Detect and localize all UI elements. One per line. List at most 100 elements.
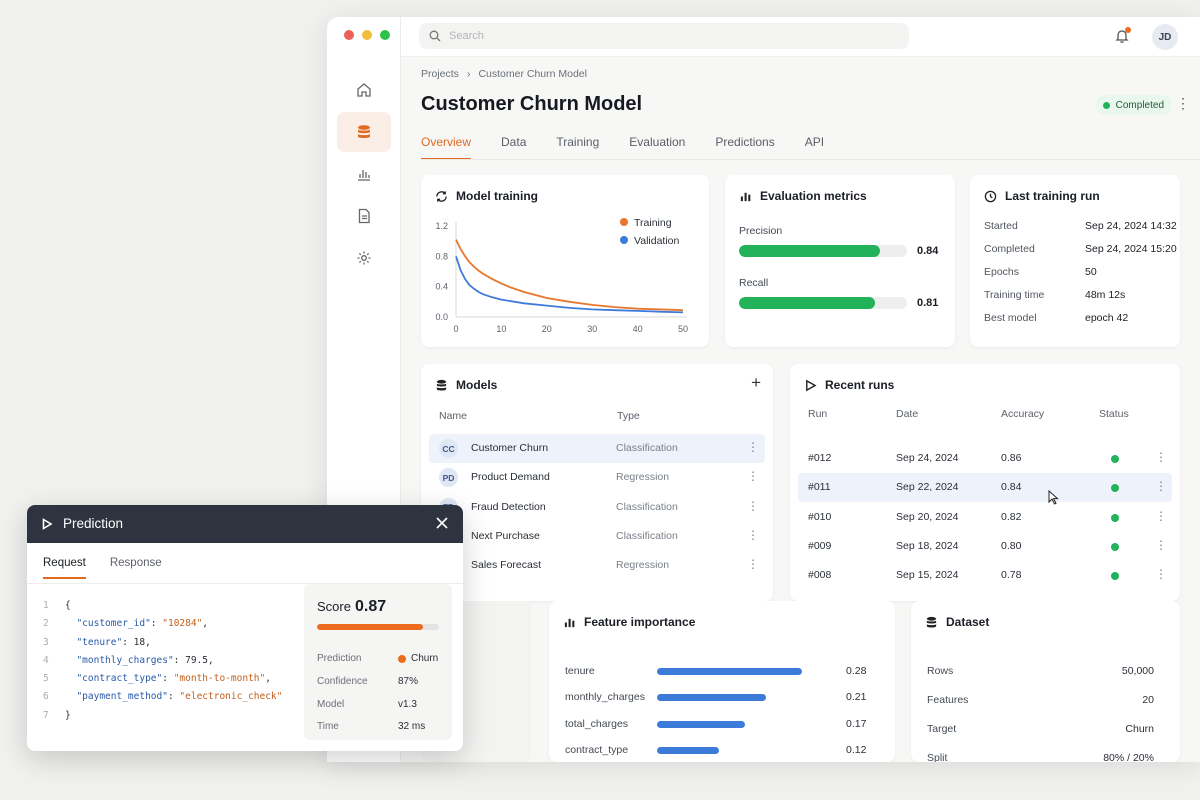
more-options-icon[interactable]: ⋮ xyxy=(747,440,759,454)
more-options-icon[interactable]: ⋮ xyxy=(1155,567,1167,582)
dataset-rows-row: Rows 50,000 xyxy=(927,665,1154,677)
bar-chart-icon xyxy=(564,618,575,627)
x-tick-label: 50 xyxy=(678,324,688,334)
x-tick-label: 30 xyxy=(587,324,597,334)
run-accuracy: 0.80 xyxy=(1001,539,1022,552)
recall-bar-fill xyxy=(739,297,876,309)
tab-predictions[interactable]: Predictions xyxy=(715,135,775,149)
close-icon[interactable] xyxy=(435,516,449,530)
tab-response[interactable]: Response xyxy=(109,557,162,569)
tab-training[interactable]: Training xyxy=(556,135,600,149)
y-tick-label: 1.2 xyxy=(435,221,448,231)
table-row[interactable]: #011 Sep 22, 2024 0.84 ⋮ xyxy=(798,473,1172,503)
y-tick-label: 0.4 xyxy=(435,282,448,292)
avatar[interactable]: JD xyxy=(1152,24,1178,50)
model-avatar: CC xyxy=(439,439,458,458)
database-icon xyxy=(926,616,937,627)
minimize-window-button[interactable] xyxy=(362,30,372,40)
search-placeholder: Search xyxy=(449,30,484,42)
table-row[interactable]: #010 Sep 20, 2024 0.82 ⋮ xyxy=(798,503,1172,532)
close-window-button[interactable] xyxy=(344,30,354,40)
more-options-icon[interactable]: ⋮ xyxy=(747,557,759,572)
series-line-validation xyxy=(455,256,684,314)
more-options-icon[interactable]: ⋮ xyxy=(1155,537,1167,552)
last-training-run-card: Last training run Started Sep 24, 2024 14… xyxy=(970,175,1180,347)
score-bar xyxy=(317,624,439,630)
run-id: #011 xyxy=(808,481,831,494)
code-line: 7} xyxy=(43,707,282,725)
request-code-block[interactable]: 1{2 "customer_id": "10284", 3 "tenure": 1… xyxy=(43,597,282,725)
run-id: #008 xyxy=(808,569,832,582)
more-options-icon[interactable]: ⋮ xyxy=(1176,95,1190,111)
model-version-row: Model v1.3 xyxy=(317,699,417,710)
bell-icon[interactable] xyxy=(1114,28,1130,44)
legend-swatch xyxy=(620,218,628,226)
last-training-run-title: Last training run xyxy=(984,189,1100,203)
sidebar-item-settings[interactable] xyxy=(337,238,391,278)
breadcrumb-projects[interactable]: Projects xyxy=(421,68,459,80)
line-number: 7 xyxy=(43,709,49,721)
tab-request[interactable]: Request xyxy=(43,557,86,579)
tab-data[interactable]: Data xyxy=(501,135,527,149)
table-row[interactable]: #012 Sep 24, 2024 0.86 ⋮ xyxy=(798,444,1172,473)
sidebar-item-models[interactable] xyxy=(337,112,391,152)
feature-importance-title: Feature importance xyxy=(563,615,695,629)
sidebar-item-home[interactable] xyxy=(337,70,391,110)
model-avatar: PD xyxy=(439,468,458,488)
search-input[interactable]: Search xyxy=(419,23,909,49)
table-row[interactable]: #008 Sep 15, 2024 0.78 ⋮ xyxy=(798,561,1172,590)
sidebar-item-documents[interactable] xyxy=(337,196,391,236)
feature-label: monthly_charges xyxy=(565,691,645,704)
more-options-icon[interactable]: ⋮ xyxy=(1155,508,1167,523)
completed-row: Completed Sep 24, 2024 15:20 xyxy=(984,243,1177,255)
epochs-row: Epochs 50 xyxy=(984,266,1097,278)
status-dot xyxy=(1102,101,1110,109)
recent-runs-title: Recent runs xyxy=(804,378,894,392)
recall-label: Recall xyxy=(739,277,769,289)
breadcrumb: Projects › Customer Churn Model xyxy=(421,68,587,80)
tab-overview[interactable]: Overview xyxy=(421,135,472,160)
models-col-type: Type xyxy=(617,410,640,422)
more-options-icon[interactable]: ⋮ xyxy=(1155,479,1167,494)
status-dot xyxy=(1111,572,1119,581)
dataset-features-row: Features 20 xyxy=(927,694,1154,706)
add-model-button[interactable]: + xyxy=(751,373,761,392)
precision-bar-fill xyxy=(739,245,881,257)
code-line: 3 "tenure": 18, xyxy=(43,634,282,652)
code-line: 4 "monthly_charges": 79.5, xyxy=(43,652,282,670)
play-icon xyxy=(806,379,817,391)
recall-value: 0.81 xyxy=(917,297,939,309)
model-type: Classification xyxy=(616,442,678,454)
more-options-icon[interactable]: ⋮ xyxy=(747,469,759,484)
training-chart: 1.2 0.8 0.4 0.0 0 10 20 30 40 50 Training Validatio… xyxy=(435,217,688,334)
top-bar: Search JD xyxy=(401,17,1200,57)
feature-bar xyxy=(657,746,720,754)
run-date: Sep 20, 2024 xyxy=(896,510,959,523)
tab-evaluation[interactable]: Evaluation xyxy=(629,135,686,149)
table-row[interactable]: #009 Sep 18, 2024 0.80 ⋮ xyxy=(798,532,1172,561)
y-tick-label: 0.8 xyxy=(435,251,448,261)
status-dot xyxy=(1111,542,1119,551)
status-dot xyxy=(1111,455,1119,463)
score-bar-fill xyxy=(317,624,424,630)
churn-dot xyxy=(398,654,406,663)
run-date: Sep 22, 2024 xyxy=(896,481,959,494)
x-tick-label: 10 xyxy=(496,324,506,334)
more-options-icon[interactable]: ⋮ xyxy=(747,527,759,542)
dataset-card: Dataset Rows 50,000 Features 20 Target Chur… xyxy=(911,601,1180,762)
more-options-icon[interactable]: ⋮ xyxy=(747,498,759,513)
sidebar-item-analytics[interactable] xyxy=(337,154,391,194)
maximize-window-button[interactable] xyxy=(380,30,390,40)
bar-chart-icon xyxy=(740,192,751,201)
document-icon xyxy=(358,208,370,224)
feature-label: tenure xyxy=(565,665,595,677)
table-row[interactable]: CC Customer Churn Classification ⋮ xyxy=(429,434,765,463)
table-row[interactable]: PD Product Demand Regression ⋮ xyxy=(429,463,765,492)
prediction-tabs: Request Response xyxy=(43,557,162,579)
more-options-icon[interactable]: ⋮ xyxy=(1155,450,1167,464)
window-controls xyxy=(344,30,390,40)
tab-api[interactable]: API xyxy=(804,135,825,149)
